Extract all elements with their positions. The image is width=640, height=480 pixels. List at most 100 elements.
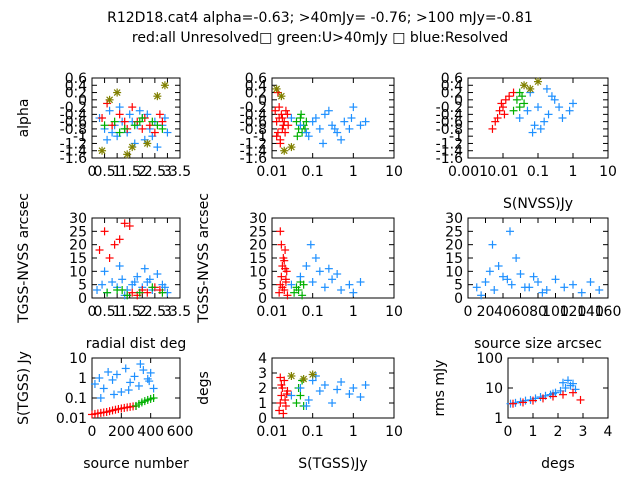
data-point-blue — [115, 262, 124, 270]
y-tick-label: 0.4 — [441, 78, 463, 94]
y-tick-label: -0.8 — [60, 122, 87, 138]
y-axis-label: TGSS-NVSS arcsec — [196, 193, 212, 324]
x-tick-label: 1 — [113, 304, 122, 320]
data-point-red — [277, 391, 286, 400]
data-point-green — [292, 399, 301, 407]
x-tick-label: 3 — [579, 424, 588, 440]
data-point-blue — [112, 370, 121, 379]
data-point-green — [301, 124, 310, 133]
data-point-green — [120, 124, 129, 133]
data-point-red — [278, 114, 287, 122]
x-axis-label: radial dist deg — [86, 336, 186, 352]
data-point-blue — [538, 288, 547, 297]
x-tick-label: 1 — [569, 164, 578, 180]
data-point-blue — [337, 378, 346, 386]
data-point-olive — [105, 95, 114, 104]
data-point-red — [509, 399, 517, 408]
x-axis-label: S(NVSS)Jy — [503, 196, 573, 212]
data-point-green — [153, 121, 162, 130]
data-point-blue — [104, 367, 113, 376]
x-tick-label: 0.5 — [93, 164, 115, 180]
y-tick-label: 5 — [258, 278, 267, 294]
y-tick-label: -0.4 — [436, 107, 463, 123]
x-tick-label: 0.01 — [256, 164, 287, 180]
data-point-blue — [547, 92, 556, 101]
data-point-blue — [324, 106, 333, 115]
x-tick-label: 0.1 — [302, 164, 324, 180]
data-point-red — [138, 124, 147, 133]
data-point-red — [576, 395, 585, 404]
y-tick-label: -1.6 — [60, 151, 87, 167]
data-point-red — [275, 288, 284, 297]
data-point-blue — [118, 275, 127, 284]
y-tick-label: 25 — [249, 224, 267, 240]
data-point-blue — [153, 270, 162, 278]
data-point-blue — [320, 283, 329, 292]
x-tick-label: 0 — [504, 424, 513, 440]
data-point-red — [281, 264, 290, 273]
data-point-blue — [287, 391, 296, 400]
data-point-blue — [361, 117, 370, 126]
y-tick-label: 15 — [445, 251, 463, 267]
x-tick-label: 0 — [88, 164, 97, 180]
y-tick-label: 0.6 — [65, 71, 87, 87]
data-point-blue — [108, 128, 117, 137]
data-point-blue — [95, 374, 104, 382]
data-point-blue — [302, 262, 311, 270]
data-point-green — [118, 286, 127, 294]
y-tick-label: 10 — [249, 264, 267, 280]
x-tick-label: 10 — [385, 164, 403, 180]
data-point-olive — [277, 92, 286, 101]
plot-frame — [91, 357, 181, 419]
data-point-blue — [520, 283, 529, 292]
data-point-olive — [280, 146, 289, 155]
data-point-blue — [140, 264, 149, 273]
x-tick-label: 0 — [88, 304, 97, 320]
y-tick-label: -1.4 — [240, 144, 267, 160]
data-point-olive — [160, 81, 169, 90]
data-point-blue — [311, 254, 320, 262]
data-point-blue — [98, 280, 107, 289]
data-point-red — [276, 399, 285, 407]
data-point-olive — [534, 77, 542, 86]
data-point-olive — [308, 370, 317, 379]
data-point-red — [150, 128, 159, 137]
data-point-green — [515, 88, 524, 97]
data-point-red — [495, 106, 504, 115]
data-point-blue — [506, 227, 514, 236]
data-point-blue — [333, 385, 342, 394]
plot-frame — [91, 77, 181, 159]
data-point-green — [103, 288, 112, 297]
data-point-blue — [551, 275, 560, 284]
data-point-red — [115, 110, 124, 119]
data-point-blue — [153, 143, 162, 152]
data-point-red — [281, 396, 290, 404]
data-point-olive — [143, 139, 152, 148]
data-point-red — [488, 124, 497, 133]
y-tick-label: 0.1 — [65, 391, 87, 407]
data-point-blue — [472, 283, 481, 292]
y-tick-label: 0 — [258, 93, 267, 109]
data-point-red — [499, 103, 507, 112]
data-point-blue — [110, 390, 118, 399]
data-point-green — [299, 280, 308, 289]
data-point-blue — [315, 267, 324, 276]
data-point-blue — [540, 117, 549, 126]
data-point-red — [120, 219, 129, 228]
y-axis-label: TGSS-NVSS arcsec — [16, 193, 32, 324]
data-point-red — [281, 275, 290, 284]
data-point-blue — [561, 384, 570, 392]
x-tick-label: 120 — [560, 304, 587, 320]
data-point-blue — [160, 283, 169, 292]
data-point-blue — [100, 267, 109, 276]
y-tick-label: 20 — [249, 238, 267, 254]
data-point-olive — [153, 92, 162, 101]
data-point-blue — [96, 394, 105, 402]
y-tick-label: -1.2 — [240, 136, 267, 152]
panel-p12: 0.01 0.1 1 10 -1.6-1.4-1.2-1-0.8-0.6-0.4-0.2… — [240, 71, 403, 180]
y-tick-label: 1 — [494, 411, 503, 427]
data-point-red — [283, 110, 292, 119]
